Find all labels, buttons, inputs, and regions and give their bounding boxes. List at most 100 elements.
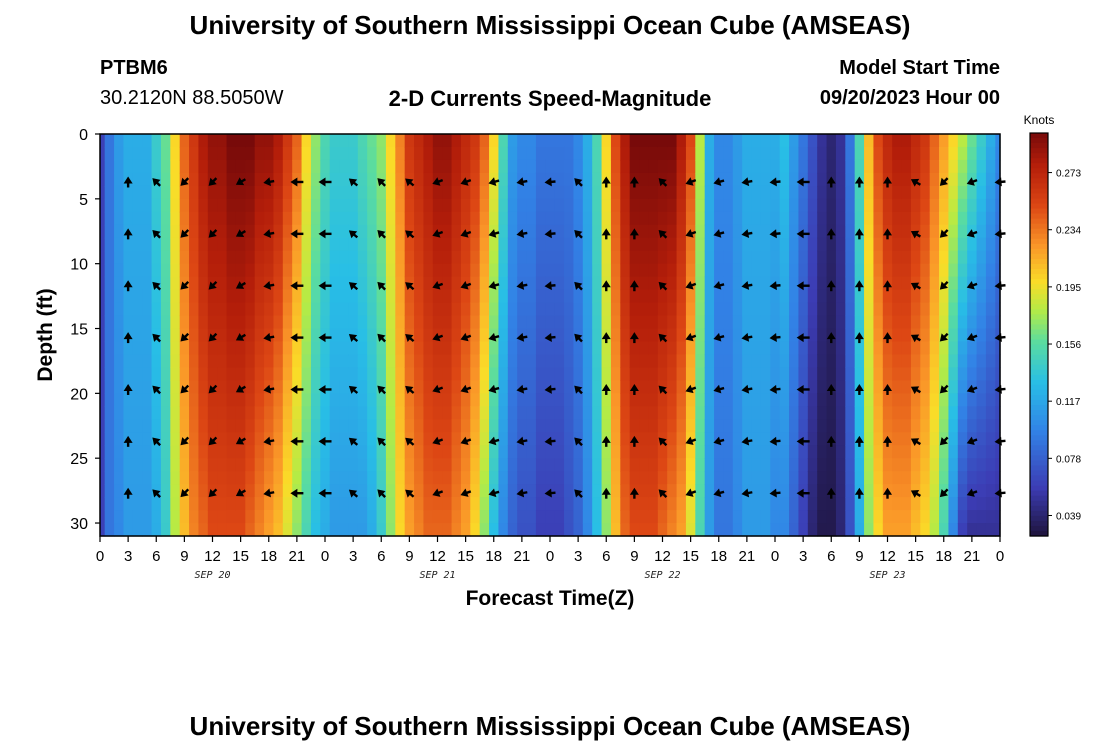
heatmap-cell — [864, 263, 875, 278]
heatmap-cell — [564, 146, 575, 161]
heatmap-cell — [648, 276, 659, 291]
heatmap-cell — [198, 406, 209, 420]
heatmap-cell — [676, 263, 687, 278]
current-vector — [658, 281, 668, 291]
heatmap-cell — [779, 458, 790, 472]
heatmap-cell — [367, 211, 378, 226]
heatmap-cell — [339, 146, 350, 161]
heatmap-cell — [442, 367, 453, 381]
heatmap-cell — [629, 211, 640, 226]
heatmap-cell — [451, 328, 462, 343]
heatmap-cell — [339, 263, 350, 278]
heatmap-cell — [310, 250, 321, 265]
heatmap-cell — [498, 406, 509, 420]
heatmap-cell — [676, 211, 687, 226]
heatmap-cell — [132, 198, 143, 213]
heatmap-cell — [292, 146, 303, 161]
heatmap-cell — [845, 354, 856, 369]
heatmap-cell — [667, 250, 678, 265]
heatmap-cell — [198, 432, 209, 446]
heatmap-cell — [132, 471, 143, 485]
heatmap-cell — [564, 224, 575, 239]
heatmap-cell — [104, 224, 115, 239]
current-vector — [685, 332, 697, 342]
heatmap-cell — [732, 458, 743, 472]
heatmap-cell — [376, 211, 387, 226]
current-vector — [123, 332, 133, 344]
heatmap-cell — [929, 484, 940, 498]
heatmap-cell — [526, 484, 537, 498]
heatmap-cell — [601, 406, 612, 420]
heatmap-cell — [592, 159, 603, 174]
current-vector — [432, 332, 444, 342]
heatmap-cell — [479, 510, 490, 524]
heatmap-cell — [957, 510, 968, 524]
heatmap-cell — [864, 432, 875, 446]
heatmap-cell — [948, 172, 959, 187]
heatmap-cell — [620, 380, 631, 394]
heatmap-cell — [376, 510, 387, 524]
heatmap-cell — [648, 393, 659, 407]
heatmap-cell — [207, 497, 218, 511]
heatmap-cell — [620, 497, 631, 511]
heatmap-cell — [864, 134, 875, 148]
current-vector — [180, 280, 190, 290]
heatmap-cell — [751, 380, 762, 394]
heatmap-cell — [310, 224, 321, 239]
heatmap-cell — [189, 432, 200, 446]
current-vector — [966, 177, 978, 186]
heatmap-cell — [901, 263, 912, 278]
heatmap-cell — [798, 211, 809, 226]
heatmap-cell — [789, 159, 800, 174]
heatmap-cell — [226, 224, 237, 239]
heatmap-cell — [939, 380, 950, 394]
current-vector — [994, 281, 1006, 291]
heatmap-cell — [704, 432, 715, 446]
heatmap-cell — [770, 523, 781, 537]
heatmap-cell — [592, 250, 603, 265]
heatmap-cell — [545, 341, 556, 356]
current-vector — [180, 488, 190, 498]
heatmap-cell — [610, 263, 621, 278]
heatmap-cell — [404, 341, 415, 356]
current-vector — [601, 383, 611, 395]
heatmap-cell — [723, 185, 734, 200]
heatmap-cell — [170, 302, 181, 317]
current-vector — [796, 229, 810, 239]
heatmap-cell — [151, 419, 162, 433]
heatmap-cell — [742, 341, 753, 356]
heatmap-cell — [667, 146, 678, 161]
heatmap-cell — [929, 471, 940, 485]
heatmap-cell — [245, 159, 256, 174]
heatmap-cell — [582, 289, 593, 304]
current-vector — [601, 332, 611, 344]
heatmap-cell — [770, 237, 781, 252]
heatmap-cell — [892, 134, 903, 148]
current-vector — [488, 332, 500, 342]
heatmap-cell — [667, 263, 678, 278]
heatmap-cell — [198, 302, 209, 317]
heatmap-cell — [535, 224, 546, 239]
heatmap-cell — [704, 380, 715, 394]
heatmap-cell — [348, 198, 359, 213]
heatmap-cell — [432, 406, 443, 420]
heatmap-cell — [357, 523, 368, 537]
heatmap-cell — [460, 134, 471, 148]
heatmap-cell — [592, 146, 603, 161]
heatmap-cell — [282, 263, 293, 278]
heatmap-cell — [320, 211, 331, 226]
heatmap-cell — [817, 289, 828, 304]
heatmap-cell — [760, 276, 771, 291]
heatmap-cell — [207, 393, 218, 407]
heatmap-cell — [779, 393, 790, 407]
heatmap-cell — [179, 497, 190, 511]
heatmap-cell — [254, 302, 265, 317]
heatmap-cell — [704, 341, 715, 356]
heatmap-cell — [695, 185, 706, 200]
heatmap-cell — [207, 484, 218, 498]
heatmap-cell — [104, 497, 115, 511]
heatmap-cell — [114, 497, 125, 511]
heatmap-cell — [160, 250, 171, 265]
heatmap-cell — [554, 393, 565, 407]
heatmap-cell — [170, 484, 181, 498]
